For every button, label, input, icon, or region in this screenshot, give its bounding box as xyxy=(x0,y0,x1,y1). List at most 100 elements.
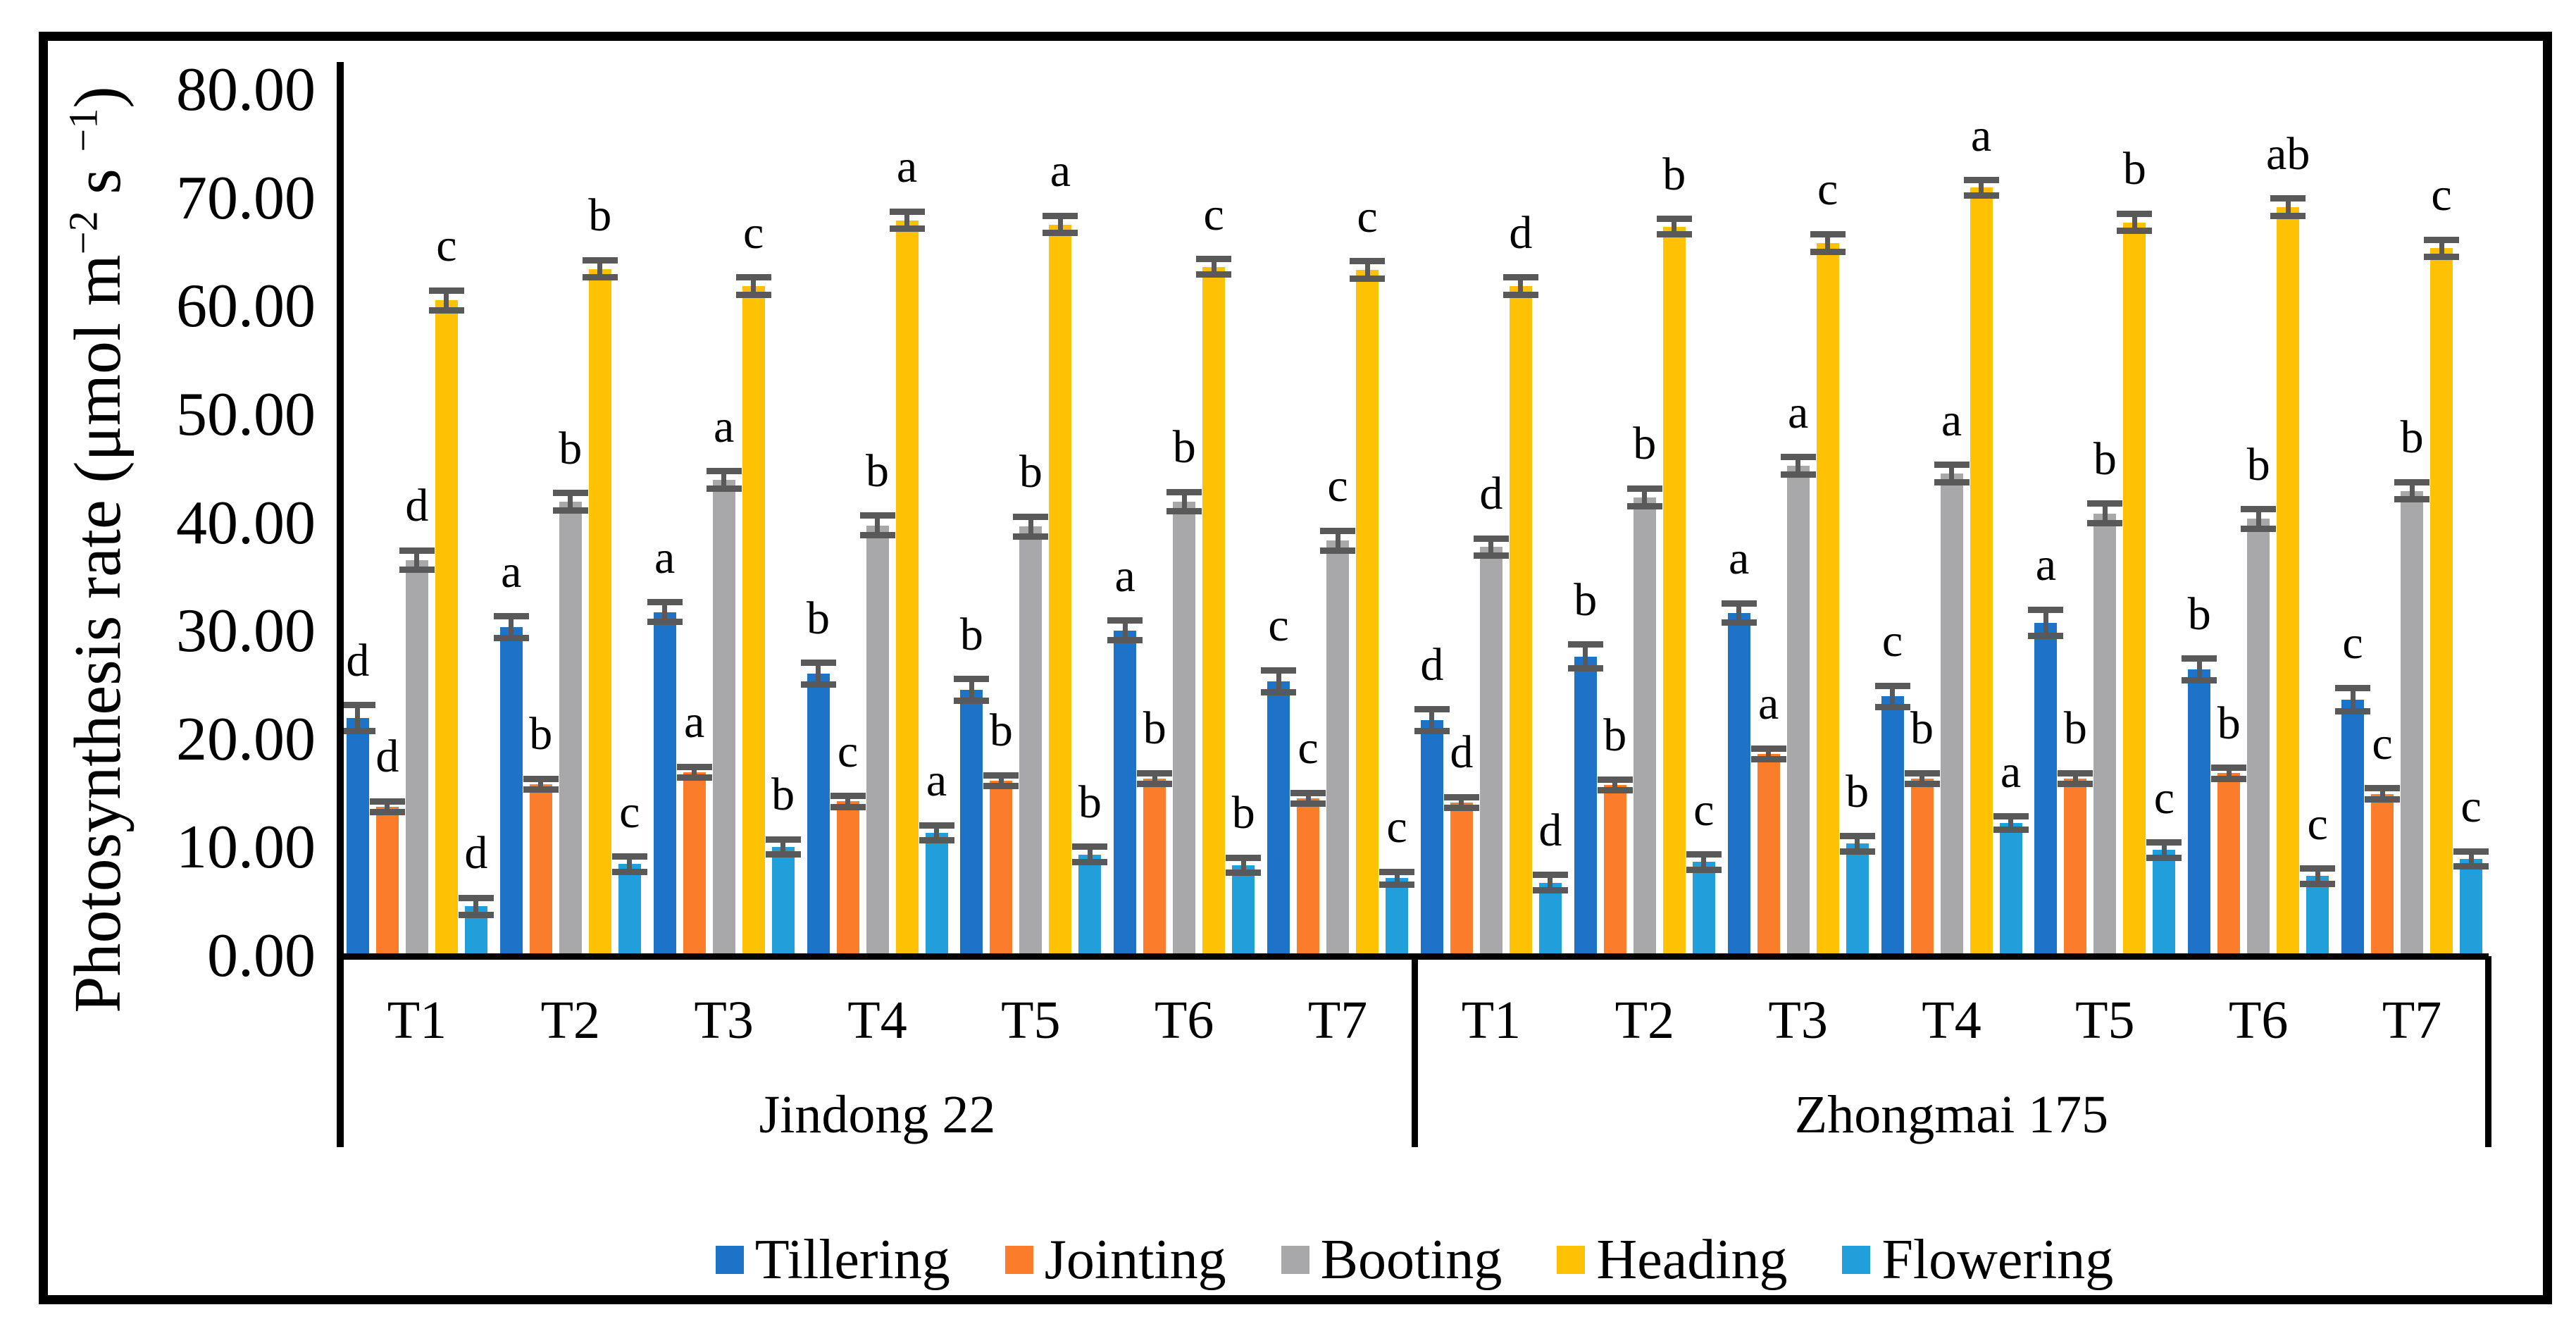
error-bar-whisker xyxy=(2043,610,2048,636)
error-bar-top-cap xyxy=(2211,765,2247,772)
error-bar-bottom-cap xyxy=(1414,728,1450,734)
treatment-label: T2 xyxy=(540,991,600,1050)
error-bar-top-cap xyxy=(523,775,559,782)
significance-letter: c xyxy=(1357,190,1378,242)
legend: Tillering Jointing Booting Heading Flowering xyxy=(340,1225,2489,1295)
error-bar-top-cap xyxy=(859,512,895,519)
bar xyxy=(1450,802,1473,956)
significance-letter: d xyxy=(1509,206,1533,259)
significance-letter: a xyxy=(1970,109,1992,161)
significance-letter: c xyxy=(2342,617,2363,669)
y-tick-label: 30.00 xyxy=(176,597,316,666)
treatment-label: T4 xyxy=(847,991,907,1050)
bar xyxy=(1970,187,1993,956)
bar xyxy=(2460,858,2483,956)
error-bar-whisker xyxy=(1518,277,1524,295)
bar xyxy=(1940,473,1963,956)
error-bar-bottom-cap xyxy=(1750,755,1786,762)
error-bar-whisker xyxy=(473,898,479,915)
treatment-label: T6 xyxy=(1154,991,1214,1050)
error-bar-top-cap xyxy=(800,660,836,667)
error-bar-whisker xyxy=(1583,644,1588,669)
variety-label: Zhongmai 175 xyxy=(1794,1085,2109,1144)
bar xyxy=(1479,547,1502,956)
y-tick-label: 40.00 xyxy=(176,488,316,557)
bar xyxy=(925,832,948,956)
error-bar-whisker xyxy=(1672,218,1677,235)
significance-letter: b xyxy=(1846,765,1869,817)
error-bar-whisker xyxy=(2285,198,2291,216)
y-tick-label: 70.00 xyxy=(176,163,316,233)
error-bar-bottom-cap xyxy=(493,634,529,641)
y-tick-label: 10.00 xyxy=(176,813,316,882)
error-bar-top-cap xyxy=(1320,527,1356,534)
error-bar-bottom-cap xyxy=(1443,805,1479,812)
error-bar-top-cap xyxy=(1414,706,1450,713)
error-bar-whisker xyxy=(1394,872,1400,885)
error-bar-bottom-cap xyxy=(1502,292,1538,298)
bar xyxy=(1727,613,1750,956)
significance-letter: b xyxy=(1603,709,1627,761)
significance-letter: b xyxy=(771,769,795,821)
error-bar-top-cap xyxy=(1597,777,1633,784)
error-bar-whisker xyxy=(1701,854,1707,870)
error-bar-whisker xyxy=(355,705,361,731)
error-bar-whisker xyxy=(1796,457,1801,475)
error-bar-bottom-cap xyxy=(428,307,464,314)
error-bar-top-cap xyxy=(2028,606,2064,613)
bar xyxy=(1356,270,1379,956)
significance-letter: c xyxy=(2307,798,2328,850)
legend-label: Jointing xyxy=(1044,1229,1226,1291)
treatment-label: T7 xyxy=(1307,991,1368,1050)
significance-letter: b xyxy=(1662,148,1686,200)
error-bar-bottom-cap xyxy=(1721,619,1757,626)
bar xyxy=(653,612,676,956)
error-bar-whisker xyxy=(1240,858,1246,873)
bar xyxy=(1786,466,1810,956)
significance-letter: d xyxy=(1450,726,1474,779)
error-bar-top-cap xyxy=(493,613,529,620)
significance-letter: b xyxy=(588,190,612,242)
error-bar-top-cap xyxy=(1196,256,1232,263)
legend-label: Flowering xyxy=(1881,1229,2114,1291)
bar xyxy=(1173,501,1196,956)
error-bar-whisker xyxy=(1642,488,1648,506)
error-bar-whisker xyxy=(538,779,544,790)
significance-letter: b xyxy=(866,445,889,497)
error-bar-top-cap xyxy=(1473,535,1509,542)
significance-letter: c xyxy=(2460,781,2482,832)
legend-item: Booting xyxy=(1281,1228,1502,1292)
error-bar-top-cap xyxy=(1013,513,1049,520)
significance-letter: d xyxy=(464,827,488,879)
error-bar-bottom-cap xyxy=(399,567,435,574)
error-bar-top-cap xyxy=(1290,789,1326,796)
significance-letter: a xyxy=(1114,550,1135,602)
significance-letter: c xyxy=(1881,615,1903,667)
bar xyxy=(1267,681,1290,956)
significance-letter: c xyxy=(2431,169,2452,221)
significance-letter: a xyxy=(2035,539,2056,591)
error-bar-whisker xyxy=(1855,836,1860,851)
significance-letter: b xyxy=(559,422,583,474)
error-bar-top-cap xyxy=(676,763,712,770)
significance-letter: b xyxy=(807,592,830,644)
significance-letter: d xyxy=(346,634,370,686)
significance-letter: d xyxy=(405,480,429,531)
bar xyxy=(618,864,641,956)
error-bar-top-cap xyxy=(647,599,683,606)
bar xyxy=(2277,207,2300,956)
bar xyxy=(1538,882,1562,956)
bar xyxy=(836,801,859,956)
error-bar-bottom-cap xyxy=(1043,230,1078,237)
error-bar-top-cap xyxy=(765,836,801,843)
error-bar-whisker xyxy=(1919,773,1924,784)
bar xyxy=(742,286,765,956)
variety-label: Jindong 22 xyxy=(759,1085,996,1144)
bar xyxy=(1910,779,1934,956)
error-bar-whisker xyxy=(385,801,390,812)
error-bar-bottom-cap xyxy=(2335,708,2371,715)
error-bar-bottom-cap xyxy=(1874,704,1910,711)
treatment-label: T1 xyxy=(387,991,447,1050)
error-bar-top-cap xyxy=(1350,258,1386,265)
significance-letter: a xyxy=(1787,386,1809,438)
